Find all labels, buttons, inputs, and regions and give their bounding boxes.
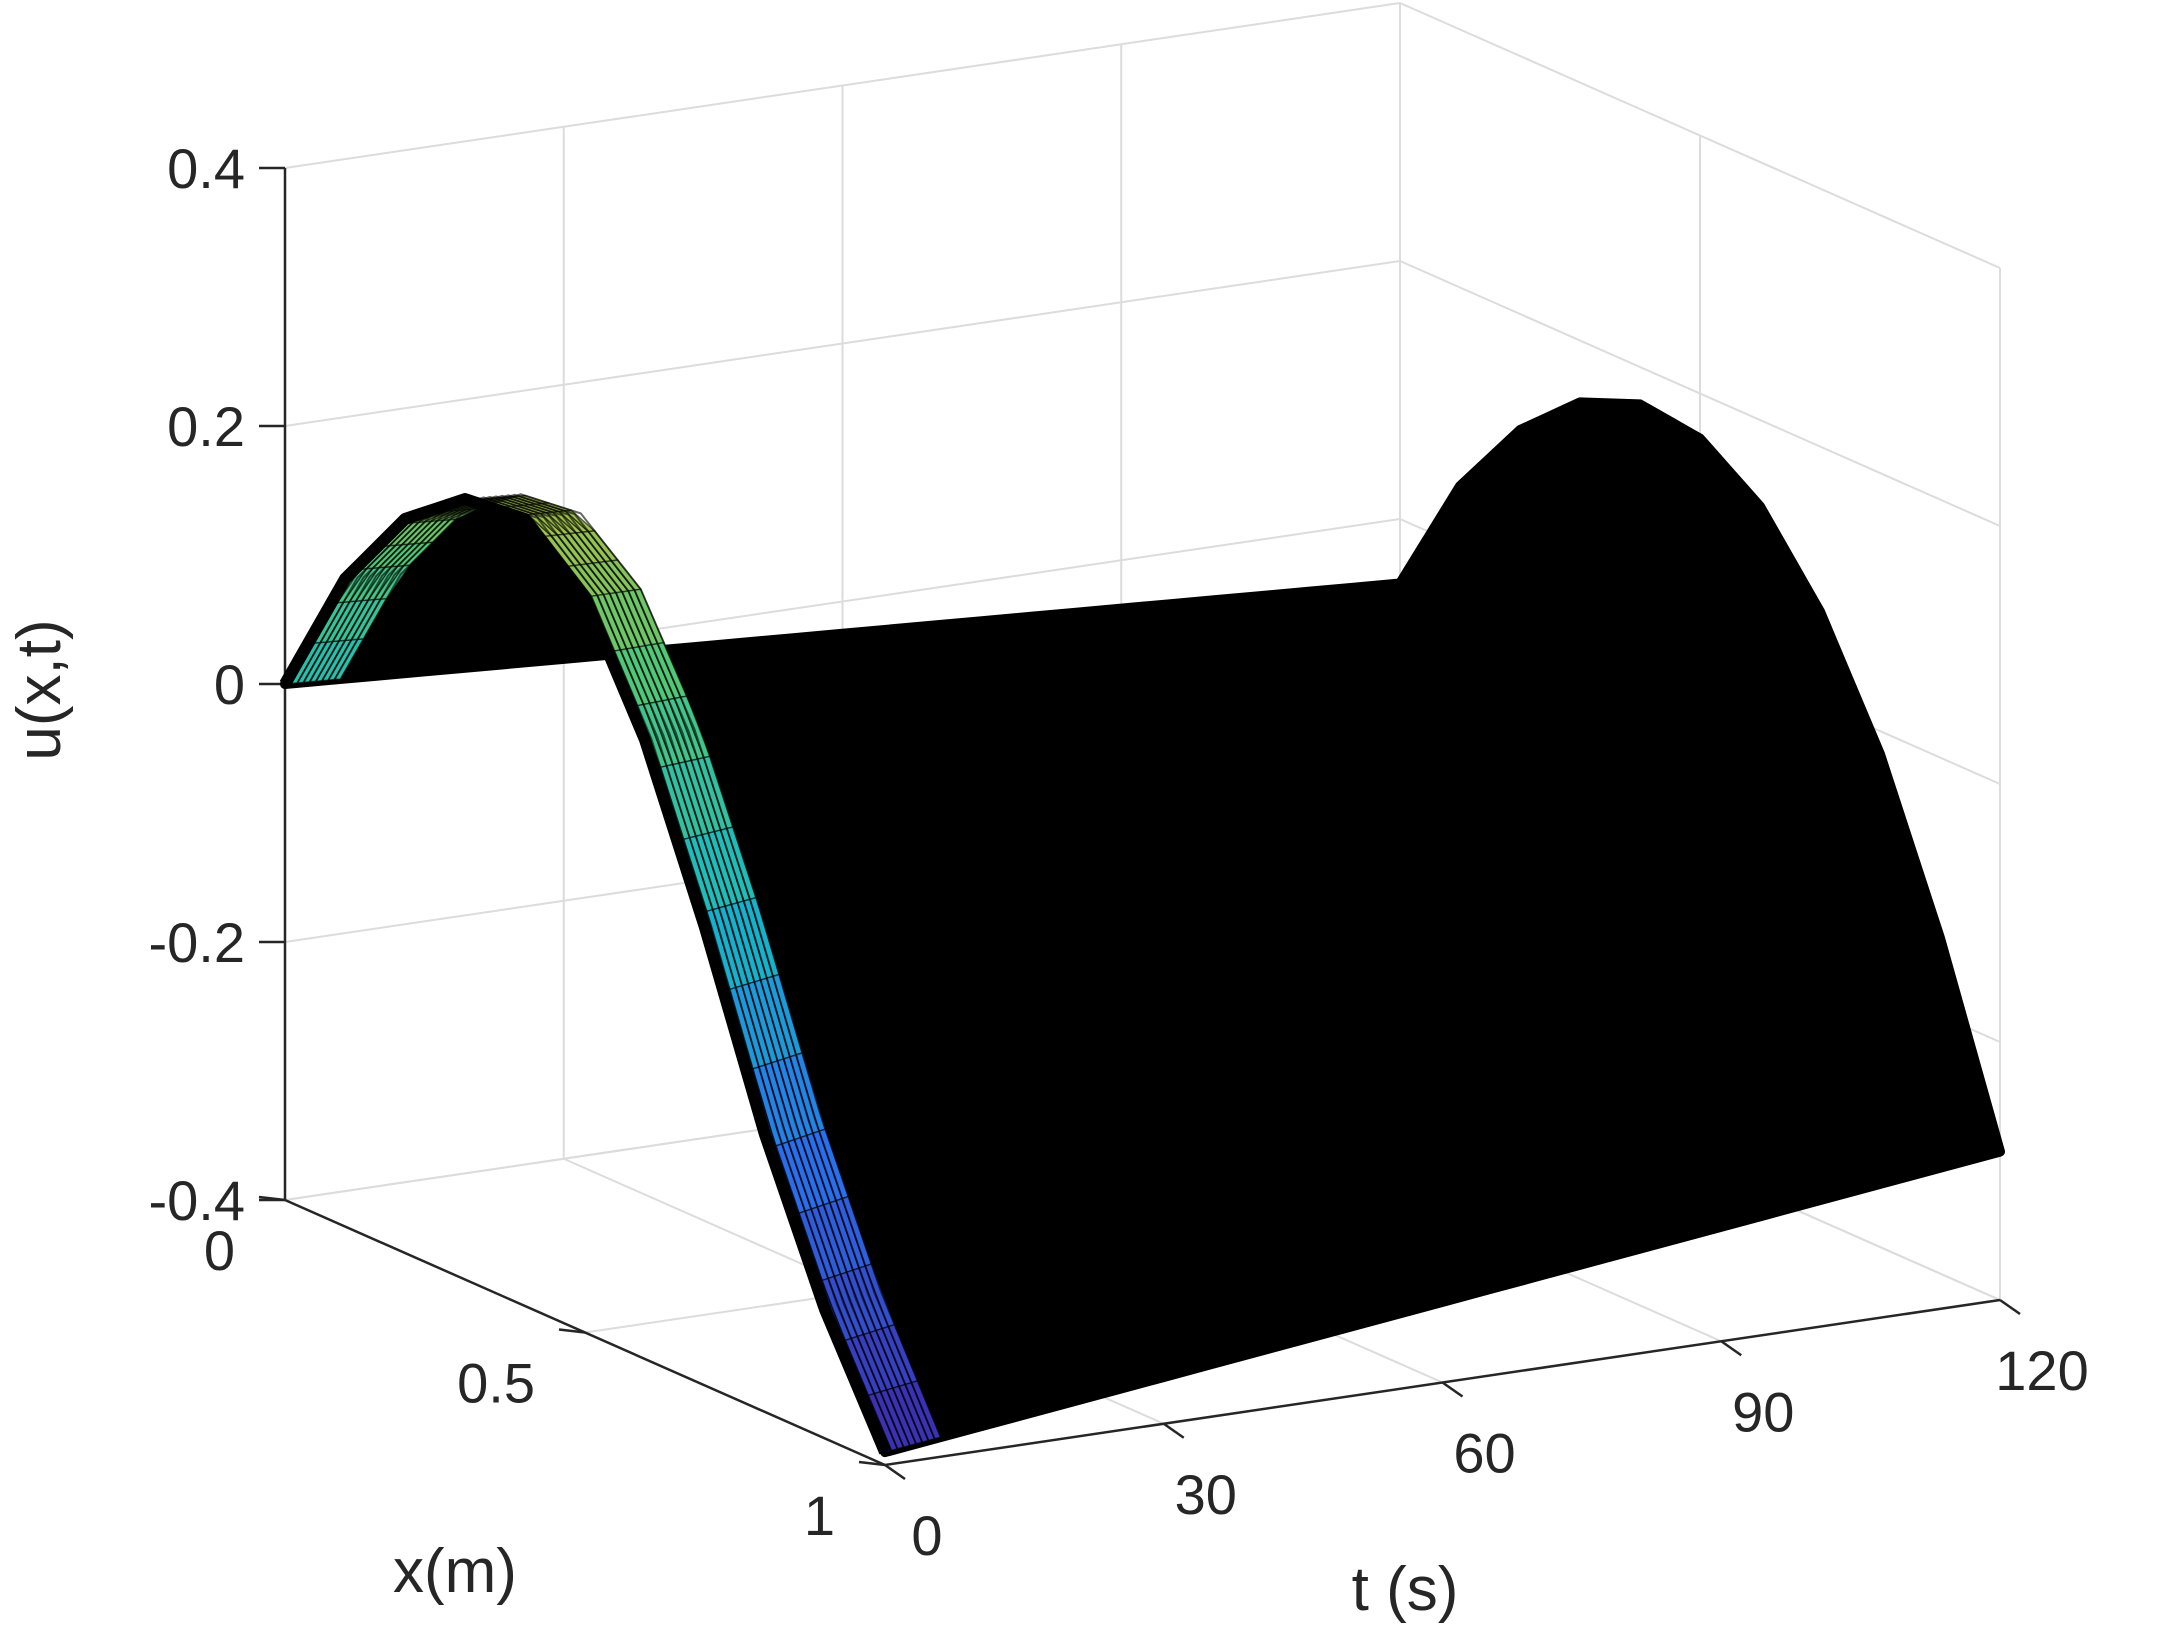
surface-mesh-line [333,493,936,1440]
surface-mesh-line [327,494,930,1441]
x-tick-label: 0.5 [457,1352,535,1415]
t-tick [1441,1381,1464,1398]
z-tick-label: 0.2 [167,395,245,458]
surface-body [280,397,2005,1458]
t-tick-label: 120 [1995,1339,2088,1402]
t-tick-label: 30 [1175,1463,1237,1526]
x-tick [558,1328,586,1334]
surface-mesh-line [315,495,917,1445]
grid-line [284,2,1401,169]
x-tick-label: 0 [204,1219,235,1282]
t-tick-label: 0 [911,1504,942,1567]
surface-mesh-line [296,496,899,1450]
x-tick [858,1460,886,1467]
t-axis-label: t (s) [1352,1555,1459,1624]
t-tick-label: 60 [1453,1422,1515,1485]
t-tick [1163,1422,1185,1439]
t-tick [1720,1340,1742,1357]
z-tick-label: -0.2 [149,911,246,974]
grid-line [284,260,1401,427]
surface-mesh-line [339,493,942,1438]
grid-line [1399,260,2001,527]
surface-mesh-line [308,495,911,1446]
x-axis-label: x(m) [393,1537,517,1606]
x-tick [258,1195,286,1202]
t-tick [884,1463,906,1481]
z-axis-label: u(x,t) [5,619,74,760]
z-tick-label: 0.4 [167,137,245,200]
surface [279,397,2005,1458]
z-tick-label: -0.4 [149,1169,246,1232]
z-tick-label: 0 [214,653,245,716]
t-tick-label: 90 [1732,1380,1794,1443]
surface-mesh-line [321,494,924,1443]
t-tick [1999,1298,2021,1316]
x-tick-label: 1 [804,1484,835,1547]
surface-front-edge [279,493,891,1455]
surface-mesh-line [302,496,905,1448]
grid-line [1399,2,2001,269]
